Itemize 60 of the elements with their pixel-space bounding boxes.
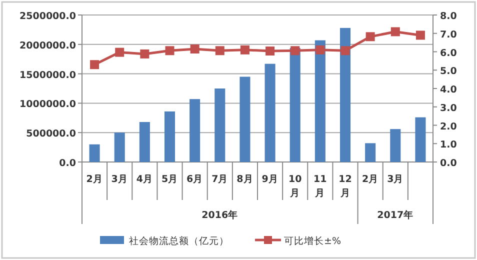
x-tick-label: 3月 xyxy=(387,174,404,185)
y2-tick-label: 4.0 xyxy=(440,84,458,96)
bar xyxy=(240,76,250,162)
bar xyxy=(264,64,276,162)
y2-tick-label: 7.0 xyxy=(440,29,458,40)
x-tick-label: 9月 xyxy=(262,174,278,185)
x-tick-label: 2月 xyxy=(362,174,379,185)
x-tick-label: 6月 xyxy=(186,174,204,185)
point xyxy=(165,46,174,56)
y-tick-label: 500000.0 xyxy=(26,128,76,140)
bar xyxy=(415,117,426,162)
bar xyxy=(164,111,176,162)
x-tick-label: 4月 xyxy=(136,174,153,185)
y-tick-label: 1500000.0 xyxy=(20,70,76,81)
bar xyxy=(89,144,100,162)
legend-label: 可比增长±% xyxy=(284,235,341,247)
x-tick-label: 8月 xyxy=(236,174,254,185)
point xyxy=(290,46,300,56)
point xyxy=(316,45,325,54)
y2-tick-label: 0.0 xyxy=(440,158,458,169)
y2-tick-label: 2.0 xyxy=(440,121,458,132)
point xyxy=(416,30,425,40)
point xyxy=(140,49,150,58)
point xyxy=(90,60,100,70)
bar xyxy=(190,99,200,162)
y2-tick-label: 6.0 xyxy=(440,48,458,59)
point xyxy=(266,46,275,56)
bar xyxy=(314,40,326,162)
y2-tick-label: 3.0 xyxy=(440,102,458,114)
point xyxy=(115,48,124,57)
point xyxy=(240,45,250,54)
bar xyxy=(214,88,226,162)
y-tick-label: 2500000.0 xyxy=(20,11,76,22)
x-tick-label: 10月 xyxy=(288,174,302,199)
y-tick-label: 0.0 xyxy=(59,158,76,169)
text: 2016年 xyxy=(202,209,238,221)
legend-label: 社会物流总额（亿元） xyxy=(129,235,229,247)
y2-tick-label: 8.0 xyxy=(440,11,458,22)
point xyxy=(390,27,400,36)
text: 2017年 xyxy=(377,209,414,221)
y-tick-label: 1000000.0 xyxy=(20,99,76,110)
bar xyxy=(340,28,351,162)
x-tick-label: 12月 xyxy=(338,174,352,199)
x-tick-label: 5月 xyxy=(161,174,178,185)
bar xyxy=(290,48,300,162)
bar xyxy=(390,129,401,162)
point xyxy=(190,44,200,54)
x-tick-label: 3月 xyxy=(111,174,128,185)
x-tick-label: 2月 xyxy=(86,174,103,185)
y2-tick-label: 5.0 xyxy=(440,66,458,78)
x-tick-label: 11月 xyxy=(314,174,327,199)
y-tick-label: 2000000.0 xyxy=(20,40,76,52)
y2-tick-label: 1.0 xyxy=(440,140,458,151)
point xyxy=(366,32,375,42)
bar xyxy=(139,122,150,162)
bar xyxy=(114,132,125,162)
point xyxy=(340,46,350,56)
bar xyxy=(365,143,376,162)
point xyxy=(215,46,224,56)
x-tick-label: 7月 xyxy=(212,174,228,185)
